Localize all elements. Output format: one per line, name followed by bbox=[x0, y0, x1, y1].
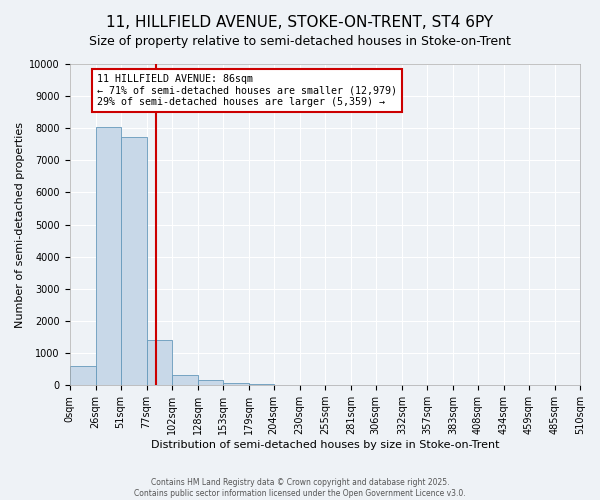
Bar bbox=[223, 382, 248, 385]
Bar bbox=[95, 128, 121, 385]
Bar bbox=[172, 376, 197, 385]
Text: Contains HM Land Registry data © Crown copyright and database right 2025.
Contai: Contains HM Land Registry data © Crown c… bbox=[134, 478, 466, 498]
Text: 11, HILLFIELD AVENUE, STOKE-ON-TRENT, ST4 6PY: 11, HILLFIELD AVENUE, STOKE-ON-TRENT, ST… bbox=[106, 15, 494, 30]
Bar bbox=[70, 366, 95, 385]
Bar bbox=[248, 384, 274, 385]
Text: 11 HILLFIELD AVENUE: 86sqm
← 71% of semi-detached houses are smaller (12,979)
29: 11 HILLFIELD AVENUE: 86sqm ← 71% of semi… bbox=[97, 74, 397, 107]
Bar bbox=[121, 137, 146, 385]
Text: Size of property relative to semi-detached houses in Stoke-on-Trent: Size of property relative to semi-detach… bbox=[89, 35, 511, 48]
Bar bbox=[197, 380, 223, 385]
Y-axis label: Number of semi-detached properties: Number of semi-detached properties bbox=[15, 122, 25, 328]
Bar bbox=[146, 340, 172, 385]
X-axis label: Distribution of semi-detached houses by size in Stoke-on-Trent: Distribution of semi-detached houses by … bbox=[151, 440, 499, 450]
